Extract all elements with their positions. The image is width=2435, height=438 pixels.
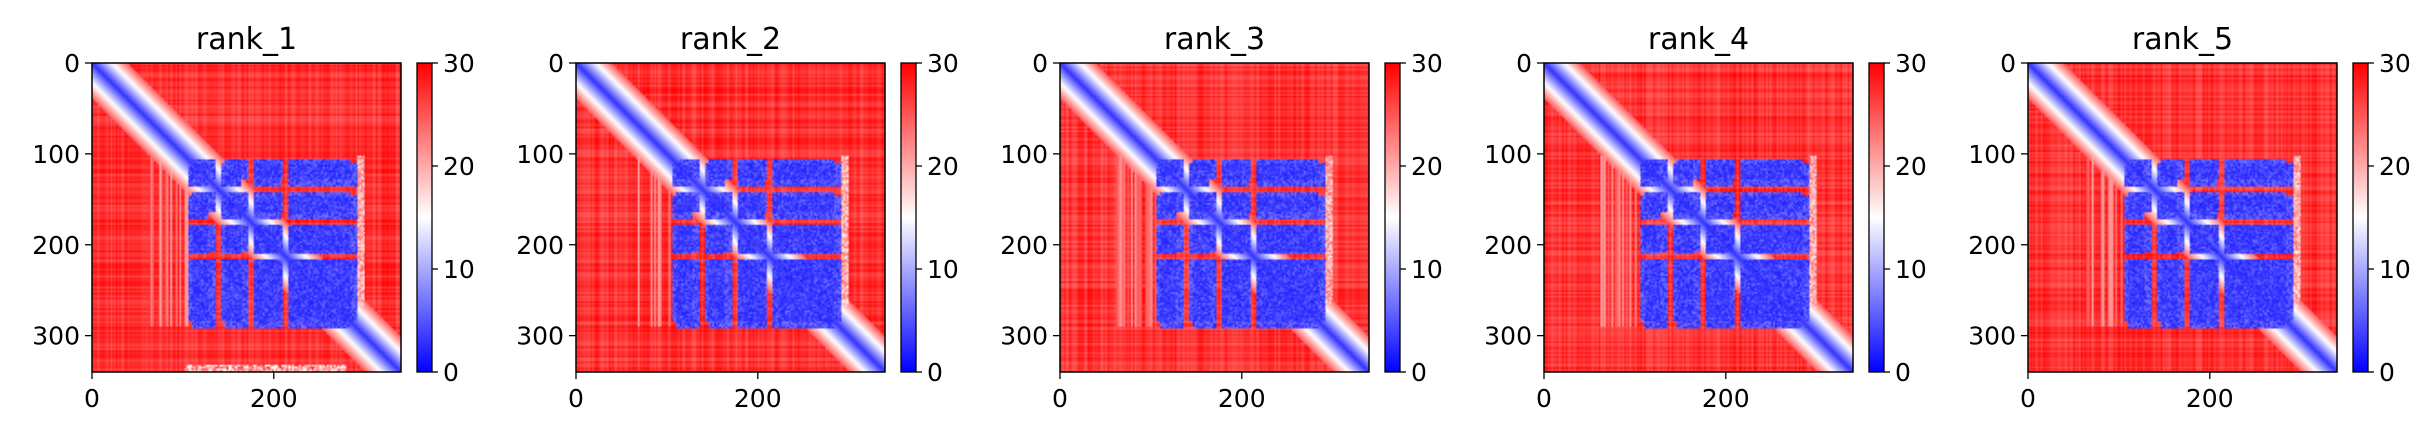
colorbar-tick-label: 10 — [1411, 255, 1443, 284]
y-tick-label: 0 — [1032, 49, 1048, 78]
panel-title: rank_1 — [196, 22, 297, 57]
colorbar-tick-label: 30 — [1411, 49, 1443, 78]
heatmap-panel-5: rank_5 0 100 200 300 0 200 0 10 20 30 — [1968, 22, 2411, 413]
colorbar-tick-label: 10 — [443, 255, 475, 284]
axes-frame — [1543, 62, 1854, 373]
x-tick-label: 0 — [84, 384, 100, 413]
colorbar — [1385, 63, 1400, 372]
colorbar-tick-label: 10 — [1895, 255, 1927, 284]
y-tick-label: 300 — [32, 322, 80, 351]
colorbar-frame — [900, 62, 917, 373]
y-tick-label: 200 — [32, 231, 80, 260]
y-tick-label: 300 — [1000, 322, 1048, 351]
axes-frame — [2027, 62, 2338, 373]
x-tick-label: 0 — [1052, 384, 1068, 413]
heatmap-image — [2028, 63, 2337, 372]
colorbar-tick-label: 0 — [1895, 358, 1911, 387]
x-tick-label: 200 — [734, 384, 782, 413]
colorbar-tick-label: 20 — [1411, 152, 1443, 181]
colorbar-tick-label: 30 — [1895, 49, 1927, 78]
colorbar-tick-label: 20 — [2379, 152, 2411, 181]
colorbar-tick-label: 10 — [2379, 255, 2411, 284]
y-tick-label: 100 — [516, 140, 564, 169]
y-tick-label: 300 — [1484, 322, 1532, 351]
colorbar — [2353, 63, 2368, 372]
y-tick-label: 200 — [1968, 231, 2016, 260]
heatmap-image — [576, 63, 885, 372]
y-tick-label: 300 — [516, 322, 564, 351]
heatmap-image — [1060, 63, 1369, 372]
y-tick-label: 100 — [1000, 140, 1048, 169]
x-tick-label: 0 — [1536, 384, 1552, 413]
x-tick-label: 200 — [1218, 384, 1266, 413]
panel-title: rank_4 — [1648, 22, 1749, 57]
colorbar-frame — [2352, 62, 2369, 373]
colorbar — [417, 63, 432, 372]
panel-title: rank_5 — [2132, 22, 2233, 57]
y-tick-label: 0 — [64, 49, 80, 78]
heatmap-image — [1544, 63, 1853, 372]
y-tick-label: 200 — [1000, 231, 1048, 260]
colorbar-tick-label: 30 — [2379, 49, 2411, 78]
colorbar-frame — [1384, 62, 1401, 373]
heatmap-panel-3: rank_3 0 100 200 300 0 200 0 10 20 30 — [1000, 22, 1443, 413]
colorbar-tick-label: 30 — [443, 49, 475, 78]
colorbar-tick-label: 30 — [927, 49, 959, 78]
panel-title: rank_2 — [680, 22, 781, 57]
x-tick-label: 200 — [1702, 384, 1750, 413]
y-tick-label: 100 — [1968, 140, 2016, 169]
y-tick-label: 200 — [516, 231, 564, 260]
colorbar — [901, 63, 916, 372]
colorbar — [1869, 63, 1884, 372]
heatmap-panel-2: rank_2 0 100 200 300 0 200 0 10 20 30 — [516, 22, 959, 413]
y-tick-label: 100 — [32, 140, 80, 169]
panel-title: rank_3 — [1164, 22, 1265, 57]
colorbar-tick-label: 0 — [1411, 358, 1427, 387]
y-tick-label: 200 — [1484, 231, 1532, 260]
colorbar-tick-label: 10 — [927, 255, 959, 284]
axes-frame — [1059, 62, 1370, 373]
colorbar-tick-label: 20 — [927, 152, 959, 181]
axes-frame — [575, 62, 886, 373]
colorbar-frame — [416, 62, 433, 373]
y-tick-label: 0 — [1516, 49, 1532, 78]
colorbar-tick-label: 20 — [443, 152, 475, 181]
y-tick-label: 100 — [1484, 140, 1532, 169]
y-tick-label: 0 — [2000, 49, 2016, 78]
colorbar-frame — [1868, 62, 1885, 373]
x-tick-label: 0 — [2020, 384, 2036, 413]
y-tick-label: 300 — [1968, 322, 2016, 351]
heatmap-panel-4: rank_4 0 100 200 300 0 200 0 10 20 30 — [1484, 22, 1927, 413]
colorbar-tick-label: 20 — [1895, 152, 1927, 181]
x-tick-label: 200 — [2186, 384, 2234, 413]
heatmap-image — [92, 63, 401, 372]
x-tick-label: 0 — [568, 384, 584, 413]
y-tick-label: 0 — [548, 49, 564, 78]
colorbar-tick-label: 0 — [443, 358, 459, 387]
axes-frame — [91, 62, 402, 373]
x-tick-label: 200 — [250, 384, 298, 413]
colorbar-tick-label: 0 — [2379, 358, 2395, 387]
colorbar-tick-label: 0 — [927, 358, 943, 387]
heatmap-panel-1: rank_1 0 100 200 300 0 200 0 10 20 30 — [32, 22, 475, 413]
